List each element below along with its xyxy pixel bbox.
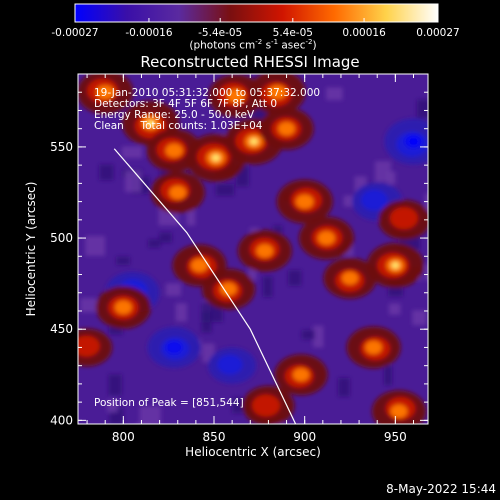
colorbar-tick-label: -0.00016 <box>125 27 173 39</box>
texture-patch <box>313 325 324 348</box>
texture-patch <box>85 236 105 256</box>
x-axis-label: Heliocentric X (arcsec) <box>185 445 321 459</box>
texture-patch <box>116 256 130 265</box>
bright-region-core <box>292 368 310 382</box>
colorbar-tick-label: 5.4e-05 <box>273 27 313 39</box>
bright-region-peak <box>146 119 155 127</box>
bright-region-core <box>114 300 132 315</box>
texture-patch <box>215 183 235 196</box>
bright-region-core <box>268 85 287 100</box>
texture-patch <box>135 423 153 424</box>
texture-patch <box>326 87 343 101</box>
texture-patch <box>412 310 427 326</box>
bright-region-core <box>220 282 237 296</box>
cold-region-peak <box>409 137 418 145</box>
texture-patch <box>388 303 401 315</box>
texture-patch <box>424 193 428 211</box>
bright-region-peak <box>391 262 400 269</box>
bright-region-mid <box>389 207 418 230</box>
texture-patch <box>108 374 122 396</box>
y-tick-label: 500 <box>50 231 73 245</box>
texture-patch <box>121 146 143 159</box>
bright-region-core <box>365 340 382 355</box>
texture-patch <box>99 164 114 181</box>
texture-patch <box>80 298 97 313</box>
chart-title: Reconstructed RHESSI Image <box>140 53 360 71</box>
texture-patch <box>139 406 161 424</box>
texture-patch <box>272 225 283 239</box>
y-tick-label: 400 <box>50 413 73 427</box>
texture-patch <box>186 208 196 226</box>
texture-patch <box>165 283 181 296</box>
cold-region-mid <box>217 354 243 375</box>
texture-patch <box>124 170 142 193</box>
bright-region-core <box>256 244 274 258</box>
texture-patch <box>338 377 350 397</box>
texture-patch <box>354 176 367 193</box>
colorbar-tick-label: 0.00027 <box>416 27 459 39</box>
bright-region-core <box>341 271 359 285</box>
colorbar-units: (photons cm-2 s-1 asec-2) <box>189 38 317 52</box>
x-tick-label: 900 <box>293 430 316 444</box>
plot-area <box>78 74 428 424</box>
axes: 800 850 900 950 400 450 500 550 <box>50 73 429 444</box>
bright-region-core <box>227 88 245 103</box>
y-axis-label: Heliocentric Y (arcsec) <box>24 181 38 317</box>
colorbar-tick-label: -5.4e-05 <box>198 27 242 39</box>
texture-patch <box>288 270 302 286</box>
footer-date: 8-May-2022 15:44 <box>386 482 496 496</box>
texture-patch <box>386 171 396 185</box>
x-tick-label: 850 <box>203 430 226 444</box>
solar-limb-line <box>113 148 297 424</box>
x-tick-label: 800 <box>112 430 135 444</box>
y-tick-label: 450 <box>50 322 73 336</box>
texture-patch <box>201 311 212 333</box>
bright-region-peak <box>249 137 259 145</box>
texture-patch <box>248 263 257 281</box>
texture-patch <box>107 400 118 413</box>
cold-region-mid <box>361 189 388 211</box>
texture-patch <box>301 330 315 340</box>
bright-region-mid <box>252 394 281 417</box>
texture-patch <box>384 365 393 386</box>
texture-patch <box>175 303 187 322</box>
bright-region-core <box>165 143 183 158</box>
colorbar: -0.00027 -0.00016 -5.4e-05 5.4e-05 0.00016 0.… <box>51 3 460 39</box>
texture-patch <box>424 264 428 281</box>
texture-patch <box>416 99 428 119</box>
colorbar-gradient <box>74 3 439 23</box>
bright-region-mid <box>78 335 100 357</box>
bright-region-core <box>169 185 187 200</box>
colorbar-tick-label: 0.00016 <box>342 27 386 39</box>
annotation-detectors: Detectors: 3F 4F 5F 6F 7F 8F, Att 0 <box>94 98 278 110</box>
bright-region-core <box>295 194 314 209</box>
texture-patch <box>343 195 354 207</box>
texture-patch <box>262 276 273 298</box>
bright-region-core <box>390 404 408 418</box>
annotation-clean: Clean Total counts: 1.03E+04 <box>94 120 263 132</box>
bright-region-core <box>191 258 208 273</box>
cold-region-core <box>165 340 183 354</box>
bright-region-core <box>96 85 115 100</box>
texture-patch <box>148 239 161 248</box>
texture-patch <box>374 161 391 182</box>
annotation-energy: Energy Range: 25.0 - 50.0 keV <box>94 109 255 121</box>
annotation-peak: Position of Peak = [851,544] <box>94 397 244 409</box>
bright-region-core <box>317 231 336 245</box>
bright-region-core <box>278 121 295 136</box>
x-tick-label: 950 <box>384 430 407 444</box>
texture-patch <box>159 232 173 243</box>
y-tick-label: 550 <box>50 140 73 154</box>
colorbar-tick-label: -0.00027 <box>51 27 98 39</box>
plot-frame <box>77 73 429 425</box>
bright-region-peak <box>211 154 221 162</box>
annotation-time: 19-Jan-2010 05:31:32.000 to 05:37:32.000 <box>94 87 321 99</box>
